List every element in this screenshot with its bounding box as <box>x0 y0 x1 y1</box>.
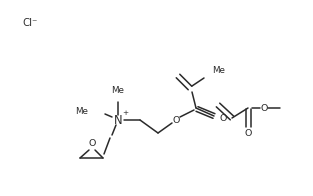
Text: N: N <box>114 113 122 126</box>
Text: Cl⁻: Cl⁻ <box>22 18 37 28</box>
Text: O: O <box>244 130 252 139</box>
Text: Me: Me <box>212 65 225 74</box>
Text: Me: Me <box>75 106 89 115</box>
Text: O: O <box>88 140 96 149</box>
Text: O: O <box>219 113 227 122</box>
Text: Me: Me <box>111 85 125 94</box>
Text: +: + <box>122 110 128 116</box>
Text: O: O <box>172 115 180 124</box>
Text: O: O <box>260 103 268 113</box>
